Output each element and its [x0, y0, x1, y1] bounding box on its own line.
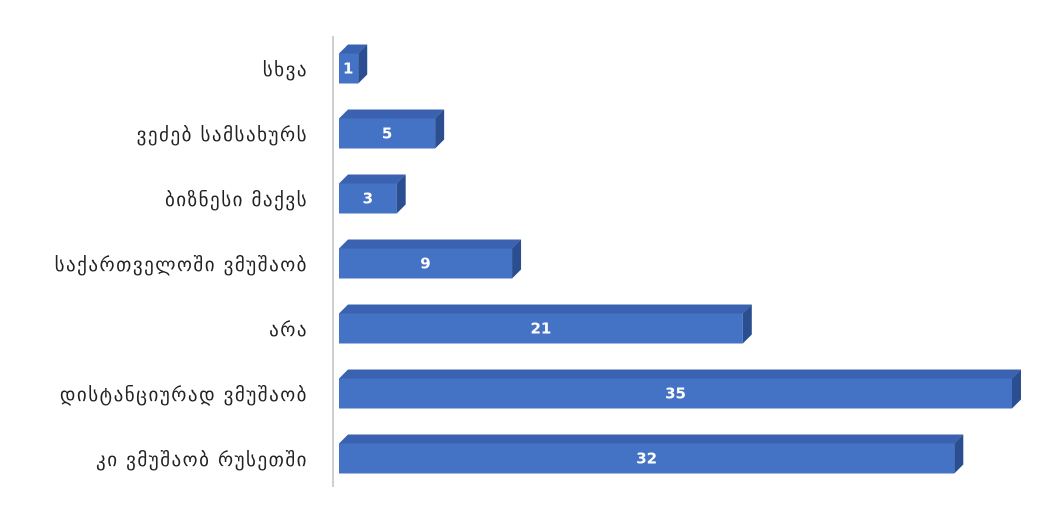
- value-labels-group: 1 5 3 9 21 35 32: [343, 60, 686, 468]
- category-label: კი ვმუშაობ რუსეთში: [96, 449, 308, 471]
- category-label: დისტანციურად ვმუშაობ: [60, 384, 308, 406]
- bar-side-face: [396, 174, 406, 214]
- bar-front-face: [339, 183, 397, 214]
- bars-group: [339, 44, 1021, 474]
- bar: [339, 174, 406, 214]
- bar-top-face: [339, 44, 368, 54]
- bar-value-label: 9: [420, 255, 430, 273]
- bar-top-face: [339, 369, 1021, 379]
- bar: [339, 434, 964, 474]
- bar-top-face: [339, 239, 522, 249]
- bar: [339, 44, 368, 84]
- category-label: სხვა: [263, 59, 308, 81]
- bar-value-label: 32: [636, 450, 657, 468]
- bar-side-face: [1012, 369, 1021, 409]
- bar-front-face: [339, 378, 1012, 409]
- bar-value-label: 3: [363, 190, 373, 208]
- category-label: არა: [269, 319, 308, 341]
- bar: [339, 304, 752, 344]
- bar-side-face: [954, 434, 964, 474]
- bar-top-face: [339, 174, 406, 184]
- bar-front-face: [339, 118, 436, 149]
- category-label: ბიზნესი მაქვს: [165, 189, 308, 211]
- bar-value-label: 5: [382, 125, 392, 143]
- bar-top-face: [339, 109, 445, 119]
- bar-top-face: [339, 304, 752, 314]
- bar-front-face: [339, 313, 743, 344]
- category-labels-group: სხვა ვეძებ სამსახურს ბიზნესი მაქვს საქართვე…: [55, 59, 308, 471]
- bar-value-label: 35: [665, 385, 686, 403]
- bar-front-face: [339, 443, 955, 474]
- bar: [339, 239, 522, 279]
- bar-value-label: 21: [530, 320, 551, 338]
- bar-top-face: [339, 434, 964, 444]
- bar: [339, 369, 1021, 409]
- bar-side-face: [358, 44, 368, 84]
- bar-side-face: [435, 109, 445, 149]
- bar: [339, 109, 445, 149]
- category-label: ვეძებ სამსახურს: [137, 124, 308, 146]
- bar-side-face: [742, 304, 752, 344]
- category-label: საქართველოში ვმუშაობ: [55, 254, 308, 276]
- bar-front-face: [339, 53, 359, 84]
- bar-value-label: 1: [343, 60, 353, 78]
- bar-front-face: [339, 248, 513, 279]
- bar-side-face: [512, 239, 522, 279]
